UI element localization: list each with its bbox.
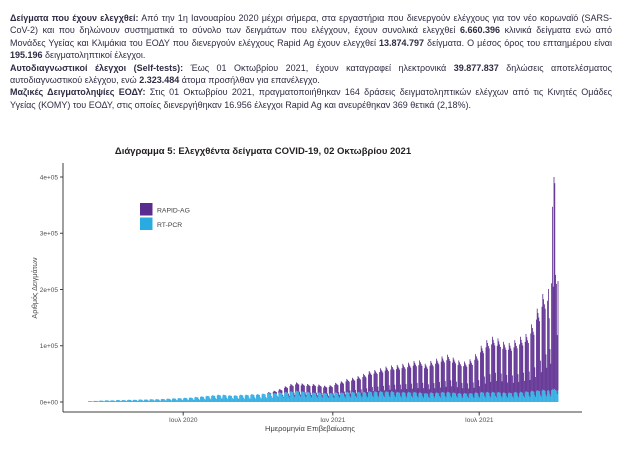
y-tick-label: 2e+05 (40, 287, 59, 294)
paragraph: Μαζικές Δειγματοληψίες ΕΟΔΥ: Στις 01 Οκτ… (10, 87, 613, 110)
x-tick-label: Ιαν 2021 (320, 417, 345, 424)
legend-swatch-rt-pcr (140, 217, 153, 230)
bars-group (88, 177, 559, 403)
paragraph: Δείγματα που έχουν ελεγχθεί: Από την 1η … (10, 13, 612, 61)
x-tick-label: Ιουλ 2020 (169, 417, 198, 424)
report-text: Δείγματα που έχουν ελεγχθεί: Από την 1η … (10, 12, 612, 111)
legend-label-rapid-ag: RAPID-AG (157, 208, 190, 215)
paragraph: Αυτοδιαγνωστικοί έλεγχοι (Self-tests): Έ… (10, 62, 612, 86)
y-axis-title: Αριθμός Δειγμάτων (30, 257, 39, 319)
legend-label-rt-pcr: RT-PCR (157, 222, 182, 229)
samples-chart: 0e+00 1e+05 2e+05 3e+05 4e+05 Ιουλ 2020 Ιαν 20… (30, 163, 582, 433)
y-tick-label: 3e+05 (40, 231, 59, 238)
y-tick-label: 0e+00 (40, 399, 59, 406)
legend-swatch-rapid-ag (140, 203, 153, 216)
chart-title: Διάγραμμα 5: Ελεγχθέντα δείγματα COVID-1… (114, 146, 412, 157)
x-axis-title: Ημερομηνία Επιβεβαίωσης (265, 424, 355, 433)
x-tick-label: Ιουλ 2021 (465, 417, 494, 424)
y-tick-label: 1e+05 (40, 343, 59, 350)
y-tick-label: 4e+05 (40, 174, 59, 181)
